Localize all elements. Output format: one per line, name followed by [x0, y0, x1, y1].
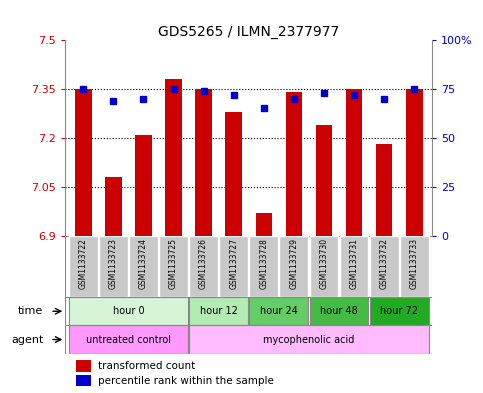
- Text: GSM1133726: GSM1133726: [199, 238, 208, 289]
- Text: GSM1133730: GSM1133730: [319, 238, 328, 289]
- Bar: [189, 297, 248, 325]
- Bar: [76, 360, 91, 372]
- Bar: [346, 89, 362, 236]
- Bar: [316, 125, 332, 236]
- Text: GSM1133724: GSM1133724: [139, 238, 148, 289]
- Text: untreated control: untreated control: [86, 334, 171, 345]
- Bar: [129, 236, 158, 297]
- Bar: [105, 177, 122, 236]
- Title: GDS5265 / ILMN_2377977: GDS5265 / ILMN_2377977: [158, 25, 340, 39]
- Text: GSM1133723: GSM1133723: [109, 238, 118, 289]
- Bar: [159, 236, 188, 297]
- Text: percentile rank within the sample: percentile rank within the sample: [98, 376, 274, 386]
- Bar: [165, 79, 182, 236]
- Bar: [285, 92, 302, 236]
- Bar: [99, 236, 128, 297]
- Text: GSM1133727: GSM1133727: [229, 238, 238, 289]
- Bar: [249, 297, 308, 325]
- Text: GSM1133725: GSM1133725: [169, 238, 178, 289]
- Bar: [340, 236, 369, 297]
- Bar: [280, 236, 308, 297]
- Text: GSM1133732: GSM1133732: [380, 238, 389, 289]
- Text: GSM1133729: GSM1133729: [289, 238, 298, 289]
- Bar: [75, 89, 92, 236]
- Text: hour 0: hour 0: [113, 306, 144, 316]
- Bar: [135, 135, 152, 236]
- Bar: [189, 236, 218, 297]
- Text: hour 12: hour 12: [199, 306, 238, 316]
- Bar: [69, 325, 188, 354]
- Text: hour 48: hour 48: [320, 306, 358, 316]
- Text: GSM1133733: GSM1133733: [410, 238, 419, 289]
- Bar: [69, 297, 188, 325]
- Text: time: time: [18, 306, 43, 316]
- Bar: [376, 145, 392, 236]
- Text: GSM1133731: GSM1133731: [350, 238, 358, 289]
- Text: agent: agent: [11, 334, 43, 345]
- Bar: [310, 297, 369, 325]
- Bar: [69, 236, 98, 297]
- Text: mycophenolic acid: mycophenolic acid: [263, 334, 355, 345]
- Bar: [256, 213, 272, 236]
- Bar: [310, 236, 339, 297]
- Bar: [195, 89, 212, 236]
- Bar: [369, 297, 429, 325]
- Bar: [249, 236, 278, 297]
- Bar: [400, 236, 429, 297]
- Text: hour 72: hour 72: [380, 306, 418, 316]
- Bar: [76, 375, 91, 386]
- Bar: [189, 325, 429, 354]
- Text: transformed count: transformed count: [98, 361, 196, 371]
- Bar: [219, 236, 248, 297]
- Text: hour 24: hour 24: [260, 306, 298, 316]
- Bar: [406, 89, 423, 236]
- Text: GSM1133728: GSM1133728: [259, 238, 268, 289]
- Text: GSM1133722: GSM1133722: [79, 238, 88, 289]
- Bar: [226, 112, 242, 236]
- Bar: [369, 236, 398, 297]
